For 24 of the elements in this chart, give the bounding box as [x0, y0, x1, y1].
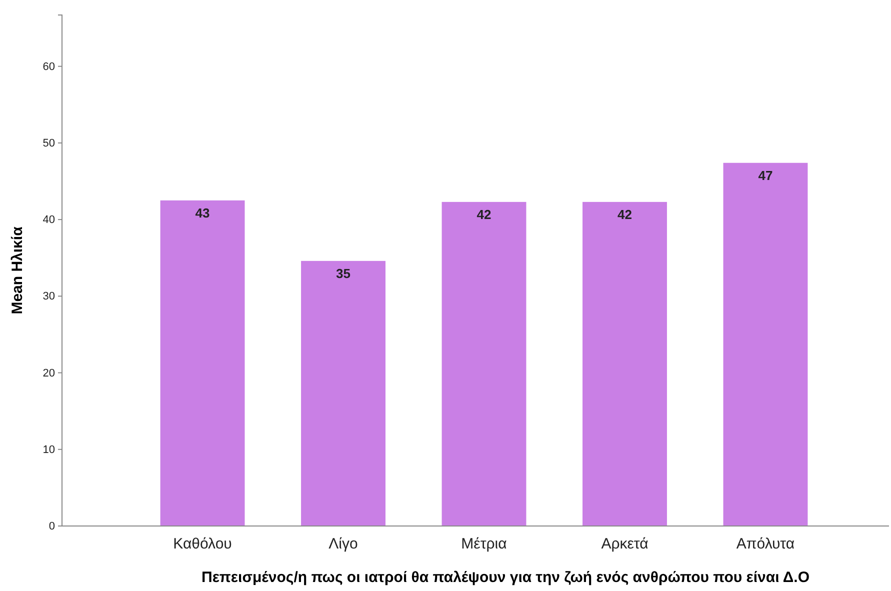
data-label: 35 [336, 266, 350, 281]
y-tick-label: 50 [42, 137, 55, 150]
bar [582, 202, 667, 526]
y-tick-label: 10 [42, 444, 55, 456]
bar [442, 202, 526, 526]
x-tick-label: Μέτρια [461, 536, 508, 553]
x-tick-label: Καθόλου [173, 536, 232, 553]
y-tick-label: 0 [48, 520, 55, 533]
data-label: 42 [618, 206, 632, 222]
y-tick-label: 60 [42, 60, 55, 73]
data-label: 42 [476, 206, 492, 222]
x-tick-label: Λίγο [328, 536, 358, 553]
bar [301, 260, 386, 526]
bar [723, 162, 808, 526]
data-label: 47 [758, 168, 773, 183]
data-label: 43 [195, 205, 210, 220]
y-tick-label: 30 [42, 290, 55, 303]
x-axis-title: Πεπεισμένος/η πως οι ιατροί θα παλέψουν για την ζωή ενός ανθρώπου που είναι Δ.Ο [201, 569, 810, 586]
y-axis-title: Mean Ηλικία [9, 226, 26, 314]
y-tick-label: 40 [42, 214, 55, 226]
x-tick-label: Αρκετά [601, 536, 649, 553]
x-tick-label: Απόλυτα [736, 536, 795, 553]
y-tick-label: 20 [42, 367, 55, 380]
bar [160, 200, 245, 526]
